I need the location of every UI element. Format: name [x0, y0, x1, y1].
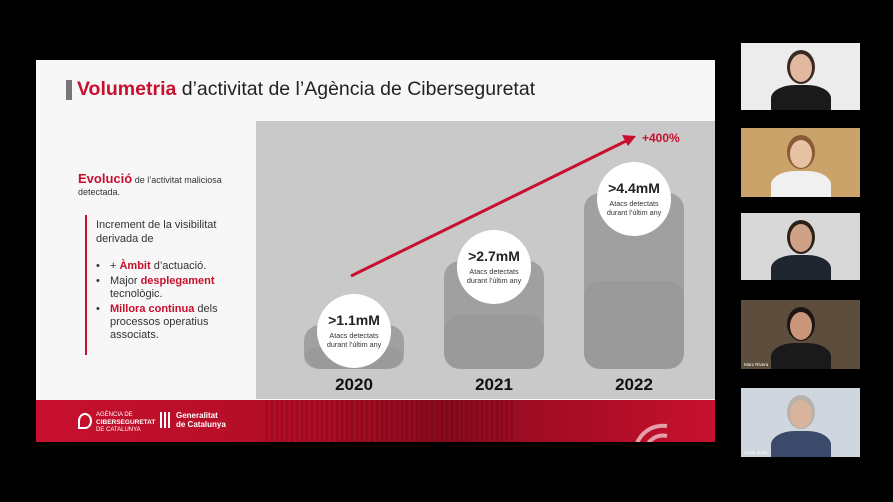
footer-pattern [266, 400, 516, 442]
title-highlight: Volumetria [77, 78, 177, 100]
participant-video-tile[interactable] [741, 128, 860, 197]
participant-video-tile[interactable] [741, 43, 860, 110]
list-item: Millora continua dels processos operatiu… [94, 303, 254, 342]
trend-arrow-line [350, 138, 629, 278]
person-face [789, 224, 812, 253]
cyber-arc-icon [635, 423, 668, 442]
participant-video-tile[interactable] [741, 213, 860, 280]
value-sublabel: durant l’últim any [607, 208, 662, 217]
person-face [789, 311, 812, 340]
value-label: >2.7mM [468, 248, 520, 264]
trend-label: +400% [642, 131, 680, 145]
list-item: + Àmbit d’actuació. [94, 260, 254, 273]
evolution-heading-accent: Evolució [78, 171, 133, 186]
bar-2022 [584, 193, 684, 369]
person-torso [770, 342, 831, 369]
value-sublabel: Atacs detectats [329, 331, 379, 340]
slide-title: Volumetria d’activitat de l’Agència de C… [77, 78, 535, 101]
title-text: d’activitat de l’Agència de Ciberseguret… [176, 78, 536, 100]
participant-video-tile[interactable]: Jorge Zuria [741, 388, 860, 457]
text-divider-line [85, 215, 87, 355]
person-torso [770, 84, 831, 110]
reasons-list: + Àmbit d’actuació. Major desplegament t… [94, 260, 254, 344]
slide-footer: AGÈNCIA DE CIBERSEGURETAT DE CATALUNYA G… [36, 400, 715, 442]
agency-logo: AGÈNCIA DE CIBERSEGURETAT DE CATALUNYA [78, 412, 155, 434]
value-label: >1.1mM [328, 312, 380, 328]
value-label: >4.4mM [608, 180, 660, 196]
senyera-icon [160, 412, 172, 428]
person-face [789, 139, 812, 168]
evolution-heading: Evolució de l’activitat maliciosa detect… [78, 171, 238, 198]
bar-shade [584, 281, 684, 369]
list-item: Major desplegament tecnològic. [94, 275, 254, 301]
shared-slide: Volumetria d’activitat de l’Agència de C… [36, 60, 715, 442]
trend-arrow-head [622, 135, 636, 146]
visibility-lead-text: Increment de la visibilitat derivada de [96, 219, 217, 245]
bar-shade [444, 315, 544, 369]
person-face [789, 54, 812, 83]
evolution-heading-text: de l’activitat maliciosa detectada. [78, 175, 222, 197]
value-bubble [457, 230, 531, 304]
value-bubble [597, 162, 671, 236]
year-tick-label: 2021 [475, 375, 513, 394]
agency-shield-icon [78, 413, 92, 429]
participant-name: Marc Rivera [744, 362, 769, 367]
value-sublabel: durant l’últim any [467, 276, 522, 285]
title-accent-bar [66, 80, 72, 100]
person-torso [770, 170, 831, 197]
value-bubble [317, 294, 391, 368]
year-tick-label: 2022 [615, 375, 653, 394]
value-sublabel: Atacs detectats [469, 267, 519, 276]
participant-video-tile[interactable]: Marc Rivera [741, 300, 860, 369]
person-torso [770, 430, 831, 457]
person-torso [770, 254, 831, 280]
year-tick-label: 2020 [335, 375, 373, 394]
value-sublabel: Atacs detectats [609, 199, 659, 208]
participant-name: Jorge Zuria [744, 450, 767, 455]
person-face [789, 399, 812, 428]
value-sublabel: durant l’últim any [327, 340, 382, 349]
